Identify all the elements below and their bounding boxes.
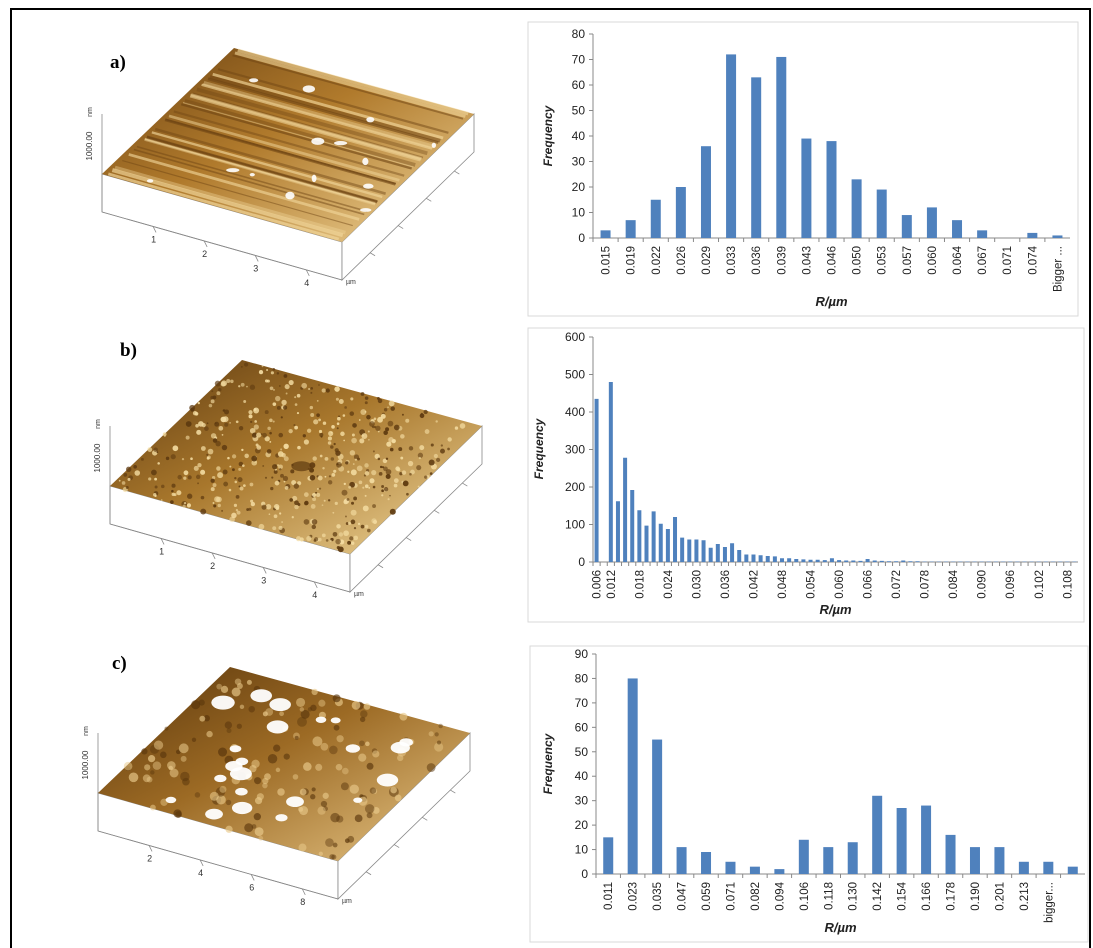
bar bbox=[774, 869, 784, 874]
y-tick-label: 30 bbox=[575, 794, 589, 808]
x-tick-label: 0.094 bbox=[774, 881, 786, 910]
bar bbox=[628, 678, 638, 874]
x-tick-label: 0.118 bbox=[823, 882, 835, 910]
x-tick-label: 0.166 bbox=[921, 882, 933, 911]
x-tick-label: 0.023 bbox=[628, 882, 640, 911]
bar bbox=[677, 847, 687, 874]
bar bbox=[1043, 862, 1053, 874]
bar bbox=[946, 835, 956, 874]
y-tick-label: 40 bbox=[575, 769, 589, 783]
y-tick-label: 50 bbox=[575, 745, 589, 759]
x-tick-label: 0.071 bbox=[725, 882, 737, 911]
y-tick-label: 0 bbox=[581, 867, 588, 881]
bar bbox=[921, 806, 931, 874]
x-tick-label: 0.130 bbox=[848, 882, 860, 911]
x-tick-label: 0.047 bbox=[677, 882, 689, 911]
y-tick-label: 70 bbox=[575, 696, 589, 710]
bar bbox=[1068, 867, 1078, 874]
y-tick-label: 80 bbox=[575, 671, 589, 685]
x-tick-label: 0.201 bbox=[994, 882, 1006, 911]
x-tick-label: 0.106 bbox=[799, 882, 811, 911]
bar bbox=[701, 852, 711, 874]
y-tick-label: 60 bbox=[575, 720, 589, 734]
x-tick-label: 0.178 bbox=[946, 882, 958, 911]
x-tick-label: 0.154 bbox=[897, 881, 909, 910]
bar bbox=[994, 847, 1004, 874]
x-tick-label: 0.190 bbox=[970, 882, 982, 911]
x-axis-label: R/µm bbox=[824, 920, 856, 935]
bar bbox=[1019, 862, 1029, 874]
y-axis-label: Frequency bbox=[541, 732, 555, 794]
bar bbox=[652, 740, 662, 874]
x-tick-label: 0.142 bbox=[872, 882, 884, 911]
y-tick-label: 90 bbox=[575, 647, 589, 661]
bar bbox=[872, 796, 882, 874]
bar bbox=[750, 867, 760, 874]
x-tick-label: 0.082 bbox=[750, 882, 762, 911]
y-tick-label: 10 bbox=[575, 843, 589, 857]
bar bbox=[603, 837, 613, 874]
bar bbox=[799, 840, 809, 874]
bar bbox=[823, 847, 833, 874]
bar bbox=[848, 842, 858, 874]
x-tick-label: 0.011 bbox=[603, 882, 615, 910]
x-tick-label: 0.059 bbox=[701, 882, 713, 911]
bar bbox=[970, 847, 980, 874]
x-tick-label: 0.213 bbox=[1019, 882, 1031, 911]
bar bbox=[725, 862, 735, 874]
y-tick-label: 20 bbox=[575, 818, 589, 832]
x-tick-label: 0.035 bbox=[652, 882, 664, 911]
bar bbox=[897, 808, 907, 874]
x-tick-label: bigger... bbox=[1043, 882, 1055, 923]
